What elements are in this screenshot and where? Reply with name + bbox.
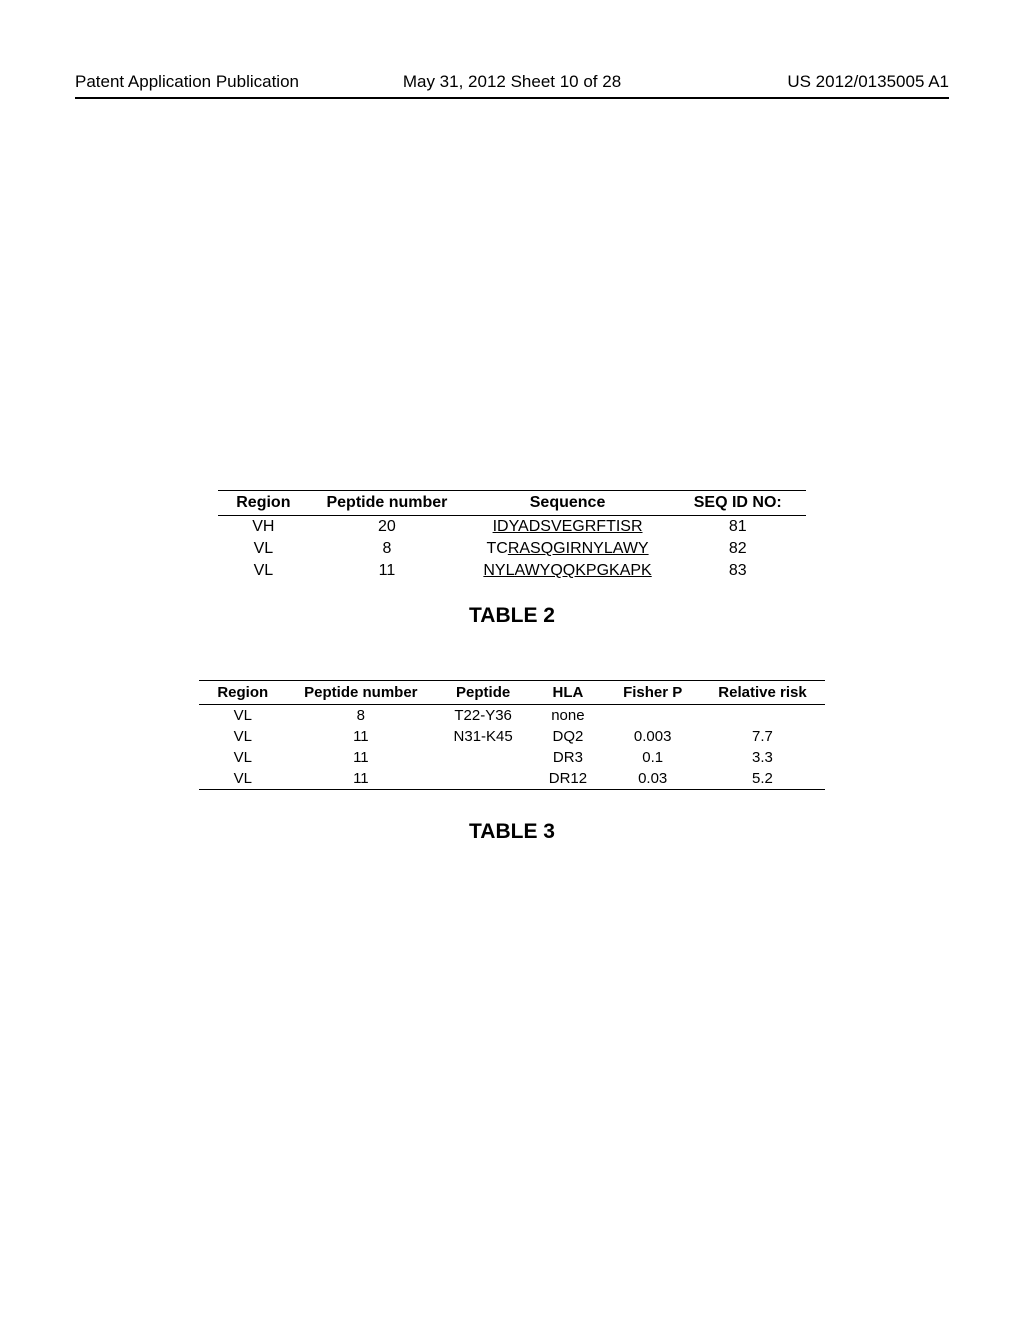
table-row: VL11 DR30.13.3: [199, 747, 824, 768]
cell-hla: none: [531, 705, 605, 727]
cell-fisher-p: 0.1: [605, 747, 700, 768]
cell-fisher-p: 0.003: [605, 726, 700, 747]
header-divider: [75, 97, 949, 99]
cell-region: VL: [218, 560, 308, 582]
table3-col-region: Region: [199, 681, 286, 705]
cell-hla: DR12: [531, 768, 605, 790]
header-left: Patent Application Publication: [75, 72, 299, 92]
cell-fisher-p: 0.03: [605, 768, 700, 790]
cell-peptide-number: 11: [308, 560, 465, 582]
cell-peptide-number: 20: [308, 516, 465, 539]
table-row: VL11NYLAWYQQKPGKAPK83: [218, 560, 805, 582]
cell-hla: DR3: [531, 747, 605, 768]
table2-title: TABLE 2: [469, 604, 555, 628]
table2: Region Peptide number Sequence SEQ ID NO…: [218, 490, 805, 582]
cell-hla: DQ2: [531, 726, 605, 747]
cell-relative-risk: [700, 705, 824, 727]
table3-title: TABLE 3: [469, 820, 555, 844]
table3-col-fisher-p: Fisher P: [605, 681, 700, 705]
header-right: US 2012/0135005 A1: [787, 72, 949, 92]
cell-peptide-number: 11: [286, 726, 435, 747]
cell-region: VL: [199, 726, 286, 747]
cell-relative-risk: 7.7: [700, 726, 824, 747]
table-row: VL11 DR120.035.2: [199, 768, 824, 790]
cell-region: VL: [218, 538, 308, 560]
page-header: Patent Application Publication May 31, 2…: [0, 72, 1024, 92]
table3-col-hla: HLA: [531, 681, 605, 705]
cell-peptide: [436, 747, 531, 768]
cell-sequence: NYLAWYQQKPGKAPK: [465, 560, 669, 582]
cell-seq-id: 81: [670, 516, 806, 539]
table2-col-region: Region: [218, 491, 308, 516]
header-center: May 31, 2012 Sheet 10 of 28: [403, 72, 621, 92]
table2-container: Region Peptide number Sequence SEQ ID NO…: [218, 490, 805, 582]
cell-peptide-number: 8: [286, 705, 435, 727]
cell-seq-id: 82: [670, 538, 806, 560]
table2-col-peptide-number: Peptide number: [308, 491, 465, 516]
cell-region: VL: [199, 768, 286, 790]
cell-peptide: T22-Y36: [436, 705, 531, 727]
table-row: VL8TCRASQGIRNYLAWY82: [218, 538, 805, 560]
cell-relative-risk: 3.3: [700, 747, 824, 768]
cell-fisher-p: [605, 705, 700, 727]
table2-col-seq-id: SEQ ID NO:: [670, 491, 806, 516]
table-row: VL8T22-Y36none: [199, 705, 824, 727]
table3-container: Region Peptide number Peptide HLA Fisher…: [199, 680, 824, 790]
cell-peptide: [436, 768, 531, 790]
table3-col-peptide-number: Peptide number: [286, 681, 435, 705]
cell-peptide-number: 11: [286, 747, 435, 768]
cell-region: VL: [199, 747, 286, 768]
table3-col-relative-risk: Relative risk: [700, 681, 824, 705]
table-row: VL11N31-K45DQ20.0037.7: [199, 726, 824, 747]
cell-region: VH: [218, 516, 308, 539]
cell-peptide-number: 8: [308, 538, 465, 560]
table3-col-peptide: Peptide: [436, 681, 531, 705]
table2-col-sequence: Sequence: [465, 491, 669, 516]
cell-peptide-number: 11: [286, 768, 435, 790]
cell-region: VL: [199, 705, 286, 727]
cell-relative-risk: 5.2: [700, 768, 824, 790]
cell-peptide: N31-K45: [436, 726, 531, 747]
table-row: VH20IDYADSVEGRFTISR81: [218, 516, 805, 539]
cell-sequence: IDYADSVEGRFTISR: [465, 516, 669, 539]
cell-seq-id: 83: [670, 560, 806, 582]
table3: Region Peptide number Peptide HLA Fisher…: [199, 680, 824, 790]
cell-sequence: TCRASQGIRNYLAWY: [465, 538, 669, 560]
content-area: Region Peptide number Sequence SEQ ID NO…: [0, 490, 1024, 844]
